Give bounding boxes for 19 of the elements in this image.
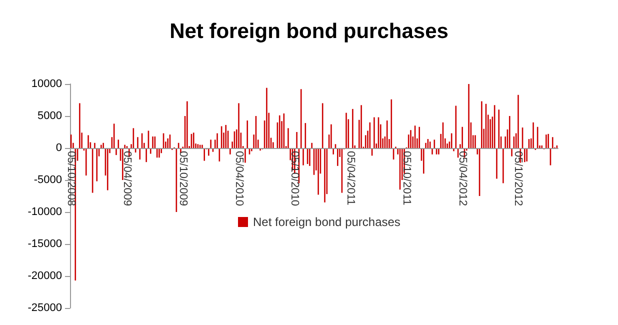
x-tick-label: 05/10/2010 (288, 151, 301, 206)
y-tick-label: -10000 (28, 206, 62, 218)
x-tick-label: 05/10/2011 (400, 151, 412, 206)
legend-label: Net foreign bond purchases (253, 215, 400, 229)
x-tick-label: 05/10/2009 (176, 151, 189, 206)
x-tick-label: 05/04/2010 (232, 151, 245, 206)
y-tick-label: -15000 (28, 238, 62, 250)
chart-title: Net foreign bond purchases (170, 20, 448, 43)
y-tick-label: 0 (56, 142, 62, 154)
x-tick-label: 05/10/2008 (65, 151, 78, 206)
x-tick-label: 05/10/2012 (512, 151, 524, 206)
y-tick-label: -20000 (28, 270, 62, 282)
x-tick-label: 05/04/2009 (120, 151, 133, 206)
x-tick-label: 05/04/2012 (456, 151, 468, 206)
y-tick-label: 5000 (38, 110, 62, 122)
y-tick-label: 10000 (31, 78, 62, 90)
y-tick-label: -25000 (28, 302, 62, 314)
y-tick-label: -5000 (34, 174, 62, 186)
x-tick-label: 05/04/2011 (344, 151, 357, 206)
